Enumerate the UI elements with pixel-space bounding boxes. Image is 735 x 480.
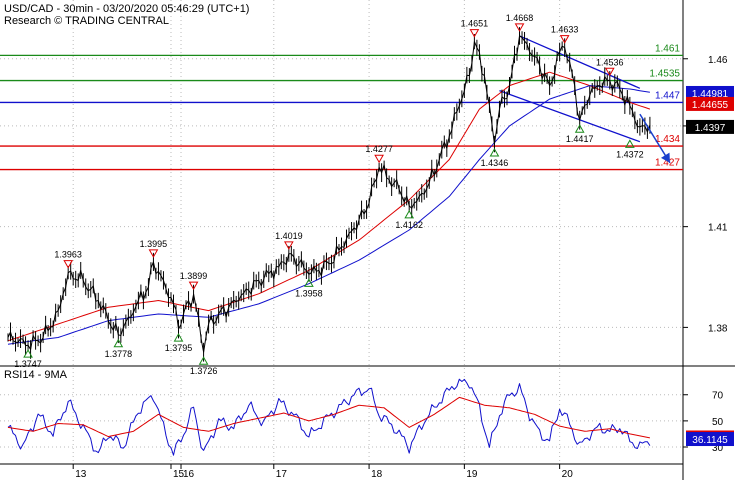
swing-low-marker [304,278,314,287]
level-label: 1.447 [655,90,680,101]
price-value-label: 1.4397 [695,123,726,134]
rsi-ma-line [7,396,650,439]
swing-low-label: 1.3726 [190,366,218,376]
rsi-tick-label: 50 [712,417,724,428]
swing-high-marker [604,67,615,77]
channel-line [519,35,641,89]
swing-low-label: 1.3795 [165,343,193,353]
swing-low-label: 1.3958 [295,288,323,298]
rsi-tick-label: 70 [712,391,724,402]
channel-line [499,90,641,143]
swing-high-label: 1.4633 [551,25,579,35]
swing-high-marker [469,29,480,38]
x-tick-label: 17 [276,469,288,480]
swing-high-marker [283,241,294,250]
swing-low-marker [198,356,209,365]
x-tick-label: 13 [75,469,87,480]
forecast-arrow-head [660,152,670,163]
swing-low-label: 1.4346 [481,158,509,168]
swing-low-label: 1.3778 [105,349,133,359]
level-label: 1.4535 [649,69,680,80]
price-line [7,35,651,353]
rsi-tick-label: 30 [712,443,724,454]
swing-low-marker [489,148,500,157]
swing-high-marker [63,260,74,269]
swing-high-label: 1.4277 [365,144,393,154]
x-tick-label: 18 [371,469,383,480]
price-value-box [686,85,734,100]
swing-high-label: 1.3995 [140,239,168,249]
swing-low-marker [404,209,415,219]
chart-subtitle: Research © TRADING CENTRAL [4,15,169,27]
price-value-box [686,96,734,111]
swing-low-label: 1.4162 [395,220,423,230]
forecast-arrow [639,113,671,164]
price-value-label: 1.44981 [692,89,729,100]
level-label: 1.434 [655,134,680,145]
swing-markers: 1.3963 1.3995 1.3899 1.4019 1.4277 1.4651 1.46… [14,13,643,376]
swing-high-label: 1.4651 [461,19,489,29]
chart-title: USD/CAD - 30min - 03/20/2020 05:46:29 (U… [4,3,249,15]
x-tick-label: 19 [466,469,478,480]
swing-high-label: 1.3899 [180,271,208,281]
swing-low-marker [23,349,33,358]
y-tick-label: 1.38 [708,323,728,334]
swing-high-marker [559,35,570,44]
x-tick-label: 16 [183,469,195,480]
swing-high-label: 1.4668 [506,13,534,23]
rsi-value-label: 36.1145 [692,435,728,446]
level-label: 1.461 [655,43,680,54]
swing-high-marker [188,281,199,291]
swing-high-marker [514,23,525,32]
y-tick-label: 1.41 [708,223,728,234]
forecast-arrow-shaft [639,113,671,164]
rsi-series [7,378,651,456]
swing-low-marker [113,338,124,348]
channel-lines [499,35,641,143]
x-tick-label: 15 [173,469,185,480]
swing-low-label: 1.3747 [14,359,42,369]
swing-high-marker [374,154,384,164]
swing-high-label: 1.4536 [596,57,624,67]
rsi-value-box [686,432,734,447]
swing-low-marker [624,139,635,148]
rsi-title: RSI14 - 9MA [4,369,68,381]
price-value-label: 1.44655 [692,100,729,111]
levels: 1.461 1.4535 1.447 1.434 1.427 [0,43,683,171]
swing-low-marker [173,333,184,342]
level-label: 1.427 [655,158,680,169]
x-tick-label: 20 [562,469,574,480]
ma-slow-line [7,85,650,345]
swing-high-marker [148,249,159,258]
swing-low-marker [574,124,585,133]
y-tick-label: 1.46 [708,55,728,66]
swing-low-label: 1.4372 [616,149,644,159]
swing-low-label: 1.4417 [566,134,594,144]
swing-high-label: 1.3963 [54,250,82,260]
swing-high-label: 1.4019 [275,231,303,241]
price-value-box [686,119,734,134]
